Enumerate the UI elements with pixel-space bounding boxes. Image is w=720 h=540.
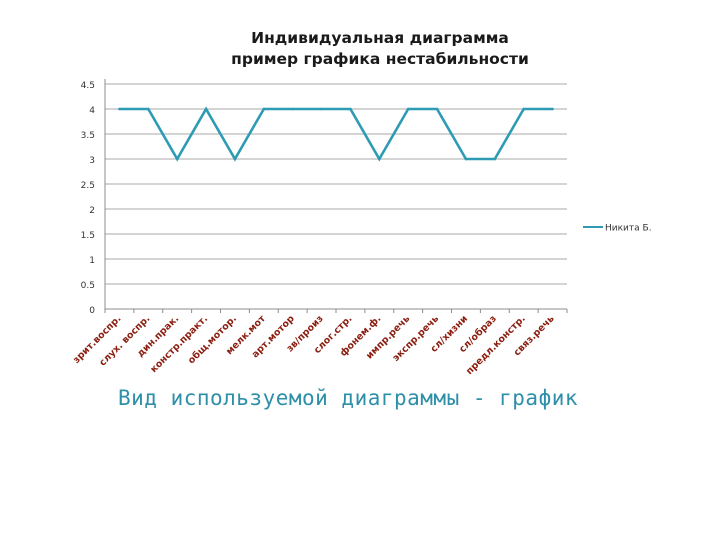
- x-tick-label: слух. воспр.: [97, 313, 152, 368]
- y-tick-label: 2.5: [81, 181, 95, 191]
- series: [118, 106, 554, 162]
- x-axis-ticks: зрит.воспр.слух. воспр.дин.прак.констр.п…: [71, 313, 557, 377]
- gridlines: [105, 83, 567, 285]
- y-tick-label: 2: [89, 206, 95, 216]
- data-point: [233, 157, 237, 161]
- data-point: [175, 157, 179, 161]
- data-point: [262, 107, 266, 111]
- legend: Никита Б.: [583, 224, 652, 234]
- y-tick-label: 4: [89, 106, 95, 116]
- data-point: [551, 107, 554, 111]
- y-tick-label: 3.5: [81, 131, 95, 141]
- y-axis-ticks: 0 0.5 1 1.5 2 2.5 3 3.5 4 4.5: [81, 81, 96, 316]
- x-tick-label: зрит.воспр.: [71, 313, 123, 365]
- data-point: [118, 107, 121, 111]
- y-tick-label: 4.5: [81, 81, 95, 91]
- legend-label: Никита Б.: [605, 224, 652, 234]
- data-point: [406, 107, 410, 111]
- data-point: [204, 107, 208, 111]
- data-point: [435, 107, 439, 111]
- slide-caption: Вид используемой диаграммы - график: [118, 386, 579, 410]
- data-point: [464, 157, 468, 161]
- y-tick-label: 1: [89, 256, 95, 266]
- y-tick-label: 1.5: [81, 231, 95, 241]
- data-point: [522, 107, 525, 111]
- y-tick-label: 3: [89, 156, 95, 166]
- data-point: [320, 107, 323, 111]
- data-point: [378, 157, 381, 161]
- data-point: [291, 107, 294, 111]
- series-line: [119, 106, 553, 162]
- data-point: [349, 107, 352, 111]
- y-tick-label: 0: [89, 306, 95, 316]
- chart-title: Индивидуальная диаграмма пример графика …: [140, 28, 620, 70]
- data-point: [147, 107, 150, 111]
- y-tick-label: 0.5: [81, 281, 95, 291]
- chart-title-line-1: Индивидуальная диаграмма: [251, 29, 509, 47]
- chart-title-line-2: пример графика нестабильности: [231, 50, 529, 68]
- axes: [104, 79, 568, 313]
- data-point: [493, 157, 497, 161]
